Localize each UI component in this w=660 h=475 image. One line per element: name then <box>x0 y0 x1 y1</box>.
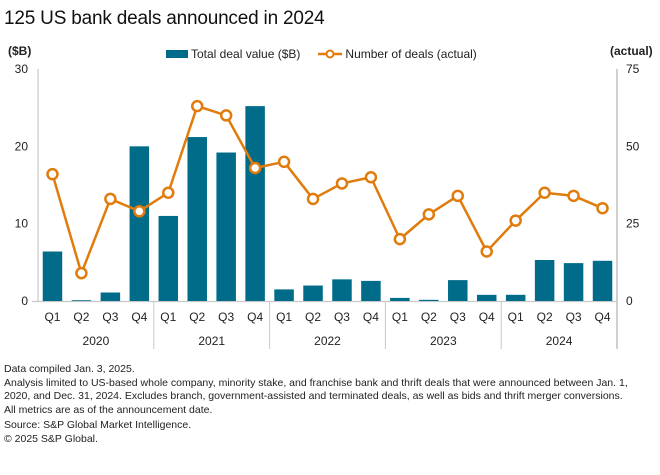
x-tick-label: Q2 <box>73 310 89 324</box>
right-axis-unit: (actual) <box>610 44 653 58</box>
bar <box>100 292 121 301</box>
deals-point <box>451 189 465 203</box>
chart-plot: 0 10 20 30 0 25 50 75 Q1 Q2 Q3 Q4 Q1 Q2 Q3 Q4 Q1 Q2 Q3 Q4 Q1… <box>15 62 640 349</box>
deals-point <box>248 161 262 175</box>
x-tick-label: Q1 <box>276 310 292 324</box>
bar <box>476 294 497 301</box>
bar <box>592 260 613 301</box>
left-axis-tick-label: 0 <box>21 294 28 308</box>
x-tick-label: Q1 <box>160 310 176 324</box>
left-axis-tick-label: 30 <box>15 62 29 76</box>
bar <box>158 215 179 301</box>
note-source: Source: S&P Global Market Intelligence. <box>4 418 192 431</box>
bar <box>332 279 352 301</box>
bar <box>419 299 439 301</box>
legend-item-deal-value: Total deal value ($B) <box>166 47 300 61</box>
bar <box>534 260 555 301</box>
bar <box>187 137 207 301</box>
bar-swatch-icon <box>166 50 188 58</box>
bar <box>361 280 381 301</box>
bar <box>129 146 150 301</box>
x-tick-label: Q3 <box>450 310 466 324</box>
deals-point <box>219 109 233 122</box>
x-tick-label: Q1 <box>44 310 60 324</box>
x-tick-label: Q2 <box>189 310 205 324</box>
right-axis-tick-label: 0 <box>626 294 633 308</box>
deals-point <box>162 186 175 199</box>
x-tick-label: Q1 <box>508 310 524 324</box>
legend: Total deal value ($B) Number of deals (a… <box>166 47 495 61</box>
deals-point <box>422 208 436 221</box>
x-tick-label: Q2 <box>421 310 437 324</box>
x-tick-label: Q4 <box>247 310 263 324</box>
x-tick-label: Q4 <box>595 310 611 324</box>
bar <box>245 106 265 302</box>
legend-label: Total deal value ($B) <box>191 47 301 61</box>
right-axis-tick-label: 75 <box>626 62 640 76</box>
deals-point <box>306 192 320 206</box>
right-axis-tick-label: 25 <box>626 217 640 231</box>
x-tick-label: Q4 <box>131 310 147 324</box>
deals-point <box>393 232 407 246</box>
x-tick-label: Q2 <box>537 310 553 324</box>
x-group-label: 2021 <box>198 334 225 348</box>
x-tick-label: Q4 <box>479 310 495 324</box>
deals-point <box>190 99 204 113</box>
x-tick-label: Q4 <box>363 310 379 324</box>
bar <box>274 289 294 301</box>
x-tick-label: Q2 <box>305 310 321 324</box>
legend-label: Number of deals (actual) <box>345 47 477 61</box>
bar <box>563 263 584 301</box>
x-tick-label: Q3 <box>566 310 582 324</box>
x-group-label: 2020 <box>83 334 110 348</box>
x-group-label: 2022 <box>314 334 341 348</box>
deals-point <box>596 201 609 215</box>
deals-point <box>567 189 580 203</box>
left-axis-tick-label: 10 <box>15 217 29 231</box>
x-tick-label: Q3 <box>334 310 350 324</box>
bar <box>505 294 526 301</box>
x-tick-label: Q3 <box>218 310 234 324</box>
note-compiled: Data compiled Jan. 3, 2025. <box>4 363 135 375</box>
x-group-label: 2024 <box>546 334 573 348</box>
deals-point <box>46 167 59 181</box>
bar <box>71 300 92 302</box>
x-group-label: 2023 <box>430 334 457 348</box>
deals-point <box>277 155 291 169</box>
left-axis-unit: ($B) <box>8 44 32 58</box>
right-axis-tick-label: 50 <box>626 139 640 153</box>
deals-point <box>364 171 378 184</box>
x-tick-label: Q1 <box>392 310 408 324</box>
footnotes: Data compiled Jan. 3, 2025. Analysis lim… <box>4 363 654 447</box>
bar <box>303 285 323 301</box>
note-analysis: Analysis limited to US-based whole compa… <box>4 377 628 403</box>
deals-point <box>133 205 146 218</box>
x-tick-label: Q3 <box>102 310 118 324</box>
bar <box>216 152 236 301</box>
deals-point <box>75 266 88 280</box>
left-axis-tick-label: 20 <box>15 139 29 153</box>
line-marker-swatch-icon <box>318 49 343 59</box>
deals-point <box>538 186 551 199</box>
legend-item-deal-count: Number of deals (actual) <box>318 47 477 61</box>
bar <box>390 297 410 301</box>
deals-point <box>480 245 493 258</box>
note-copyright: © 2025 S&P Global. <box>4 432 98 445</box>
note-metrics: All metrics are as of the announcement d… <box>4 404 213 417</box>
deals-point <box>335 177 349 190</box>
bar <box>448 280 468 301</box>
deals-point <box>509 214 522 227</box>
chart-title: 125 US bank deals announced in 2024 <box>4 8 325 29</box>
deals-point <box>104 192 117 206</box>
bar <box>42 251 63 301</box>
